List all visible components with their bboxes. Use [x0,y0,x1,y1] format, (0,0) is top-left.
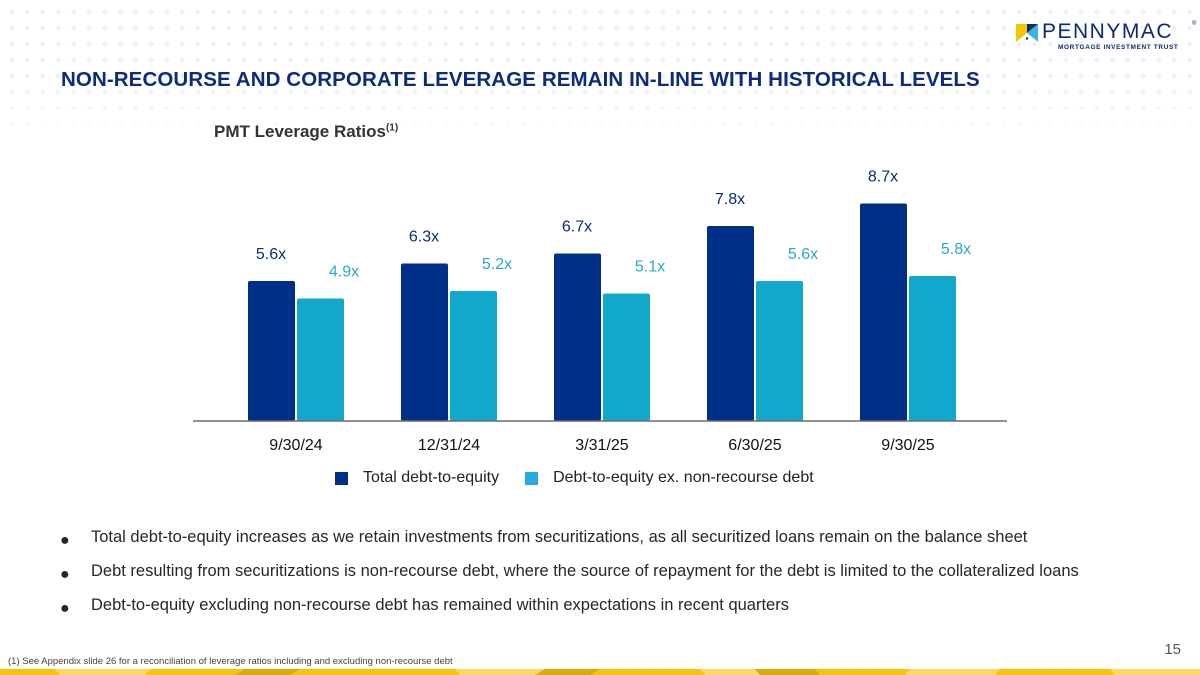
x-axis-tick-label: 3/31/25 [575,437,628,454]
dot-pattern-fade [0,0,1200,140]
bullet-glyph: ● [60,600,70,617]
bar-total-debt-to-equity [401,263,448,421]
chart-title-text: PMT Leverage Ratios [214,122,386,141]
legend-swatch-total [335,471,348,485]
legend-label-ex-nonrecourse: Debt-to-equity ex. non-recourse debt [553,469,814,486]
bullet-glyph: ● [60,532,70,549]
data-label-ex-nonrecourse: 4.9x [329,264,359,281]
data-label-ex-nonrecourse: 5.1x [635,259,665,276]
pennymac-logo: PENNYMAC ® MORTGAGE INVESTMENT TRUST [1016,20,1196,54]
bullet-text: Total debt-to-equity increases as we ret… [91,528,1028,546]
chart-legend: Total debt-to-equity Debt-to-equity ex. … [335,469,840,487]
leverage-bar-chart: 5.6x 4.9x 9/30/24 6.3x 5.2x 12/31/24 6.7x 5.1x 3… [193,169,1007,454]
x-axis-tick-label: 9/30/25 [881,437,934,454]
bar-total-debt-to-equity [707,226,754,421]
bar-debt-to-equity-ex-nonrecourse [756,281,803,421]
bar-debt-to-equity-ex-nonrecourse [603,293,650,421]
bar-debt-to-equity-ex-nonrecourse [297,298,344,421]
data-label-ex-nonrecourse: 5.6x [788,246,818,263]
data-label-ex-nonrecourse: 5.8x [941,241,971,258]
data-label-total: 6.3x [409,229,439,246]
bar-debt-to-equity-ex-nonrecourse [909,276,956,421]
data-label-total: 8.7x [868,169,898,186]
bullet-text: Debt resulting from securitizations is n… [91,562,1079,580]
bar-total-debt-to-equity [860,203,907,421]
bar-total-debt-to-equity [554,253,601,421]
page-number: 15 [1164,641,1181,658]
legend-swatch-ex-nonrecourse [525,471,539,485]
x-axis-tick-label: 12/31/24 [418,437,480,454]
chart-title-footnote-marker: (1) [385,122,399,134]
x-axis-tick-label: 6/30/25 [728,437,781,454]
data-label-total: 5.6x [256,246,286,263]
bullet-glyph: ● [60,566,70,583]
footnote: (1) See Appendix slide 26 for a reconcil… [8,656,453,667]
legend-item-ex-nonrecourse: Debt-to-equity ex. non-recourse debt [525,469,814,487]
logo-wordmark: PENNYMAC [1042,20,1174,43]
pennymac-logo-icon [1016,24,1038,42]
data-label-total: 6.7x [562,219,592,236]
bullet-text: Debt-to-equity excluding non-recourse de… [91,596,789,614]
data-label-ex-nonrecourse: 5.2x [482,256,512,273]
x-axis-tick-label: 9/30/24 [269,437,322,454]
bar-debt-to-equity-ex-nonrecourse [450,291,497,421]
logo-subtitle: MORTGAGE INVESTMENT TRUST [1058,44,1179,51]
legend-item-total: Total debt-to-equity [335,469,499,487]
logo-registered-mark: ® [1192,21,1197,27]
bottom-accent-stripe [0,669,1200,675]
bar-total-debt-to-equity [248,281,295,421]
chart-title: PMT Leverage Ratios(1) [214,122,398,142]
data-label-total: 7.8x [715,191,745,208]
slide-title: NON-RECOURSE AND CORPORATE LEVERAGE REMA… [61,68,980,91]
legend-label-total: Total debt-to-equity [363,469,500,486]
